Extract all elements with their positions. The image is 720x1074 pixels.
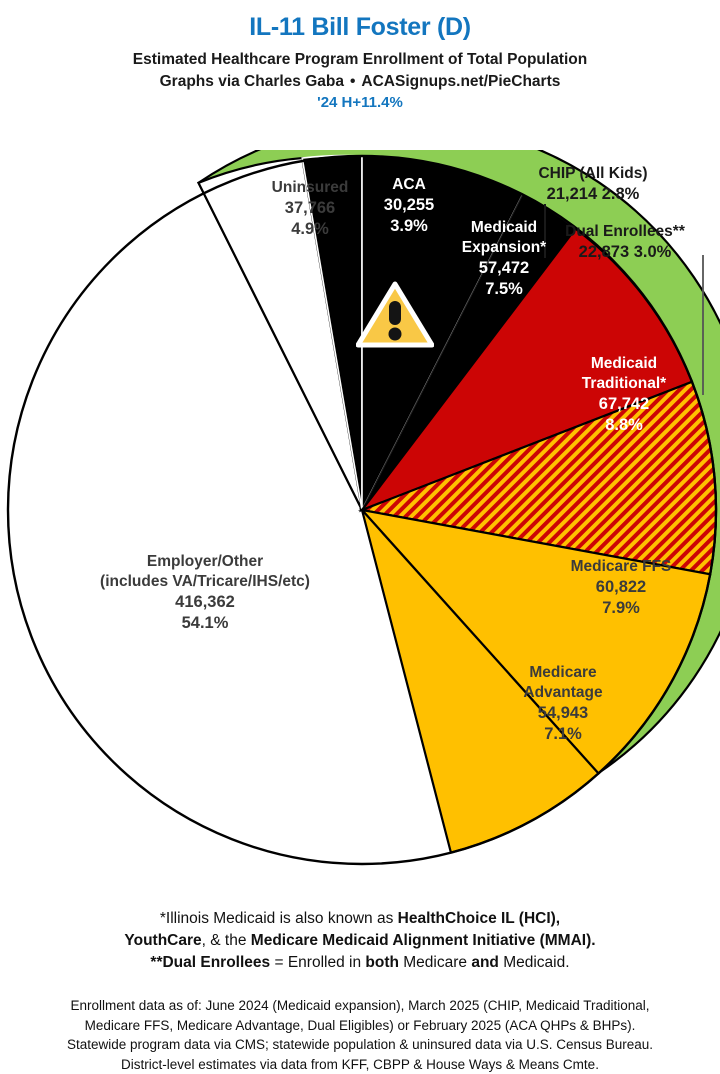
slice-label-medicaid-expansion: Medicaid Expansion* 57,472 7.5% <box>440 218 568 300</box>
slice-name-line-1: Medicaid <box>470 219 538 236</box>
slice-name-line-2: Expansion* <box>461 238 547 256</box>
chart-subtitle: Estimated Healthcare Program Enrollment … <box>132 50 588 68</box>
pie-outline <box>6 154 718 866</box>
source-line-3: Statewide program data via CMS; statewid… <box>66 1037 654 1053</box>
footnote-emphasis: YouthCare <box>124 932 202 949</box>
slice-value: 30,255 <box>383 195 435 214</box>
slice-name: Uninsured <box>271 179 349 196</box>
slice-name: Medicare FFS <box>570 558 672 575</box>
footnote-text: Medicaid. <box>498 954 570 971</box>
footnote-line-1: *Illinois Medicaid is also known as Heal… <box>0 908 720 930</box>
footnote-emphasis: Medicare Medicaid Alignment Initiative (… <box>250 932 596 949</box>
pie-chart <box>0 150 720 890</box>
footnote-line-3: **Dual Enrollees = Enrolled in both Medi… <box>0 952 720 974</box>
footnote-line-2: YouthCare, & the Medicare Medicaid Align… <box>0 930 720 952</box>
slice-percent: 4.9% <box>291 219 329 238</box>
page-title: IL-11 Bill Foster (D) <box>249 13 471 41</box>
footnote-emphasis: HealthChoice IL (HCI), <box>397 910 561 927</box>
slice-label-medicaid-traditional: Medicaid Traditional* 67,742 8.8% <box>548 354 700 436</box>
warning-triangle-icon <box>356 281 434 348</box>
footnote-text: = Enrolled in <box>270 954 366 971</box>
slice-percent: 54.1% <box>181 613 229 632</box>
slice-name-line-2: Advantage <box>523 683 603 701</box>
footnote-text: Medicare <box>398 954 472 971</box>
footnote-emphasis: both <box>365 954 399 971</box>
source-line-4: District-level estimates via data from K… <box>121 1056 599 1072</box>
slice-percent: 7.5% <box>485 279 523 298</box>
slice-name-line-1: Medicaid <box>590 355 658 372</box>
sources-note: Enrollment data as of: June 2024 (Medica… <box>0 996 720 1074</box>
slice-name-line-2: (includes VA/Tricare/IHS/etc) <box>100 572 310 590</box>
slice-value-percent: 22,873 3.0% <box>578 242 672 261</box>
partisan-lean-badge: '24 H+11.4% <box>317 94 403 112</box>
slice-label-employer-other: Employer/Other (includes VA/Tricare/IHS/… <box>50 552 360 634</box>
slice-value: 67,742 <box>598 394 650 413</box>
slice-label-uninsured: Uninsured 37,766 4.9% <box>245 178 375 240</box>
footnote-text: , & the <box>201 932 251 949</box>
slice-name-line-2: Traditional* <box>581 374 667 392</box>
slice-name: CHIP (All Kids) <box>538 165 648 182</box>
slice-label-chip: CHIP (All Kids) 21,214 2.8% <box>508 164 678 205</box>
source-line-2: Medicare FFS, Medicare Advantage, Dual E… <box>84 1017 636 1033</box>
chart-header: IL-11 Bill Foster (D) Estimated Healthca… <box>0 0 720 111</box>
bullet-separator: • <box>349 72 356 90</box>
chart-attribution: Graphs via Charles Gaba • ACASignups.net/P… <box>0 72 720 91</box>
slice-percent: 7.1% <box>544 724 582 743</box>
footnote-text: *Illinois Medicaid is also known as <box>159 910 398 927</box>
slice-label-aca: ACA 30,255 3.9% <box>362 175 456 237</box>
slice-name: Dual Enrollees** <box>565 223 685 240</box>
footnotes: *Illinois Medicaid is also known as Heal… <box>0 908 720 974</box>
slice-value: 60,822 <box>595 577 647 596</box>
slice-percent: 3.9% <box>390 216 428 235</box>
slice-label-dual-enrollees: Dual Enrollees** 22,873 3.0% <box>532 222 718 263</box>
slice-name: ACA <box>392 176 426 193</box>
slice-label-medicare-ffs: Medicare FFS 60,822 7.9% <box>536 557 706 619</box>
footnote-emphasis: **Dual Enrollees <box>150 954 271 971</box>
slice-value-percent: 21,214 2.8% <box>546 184 640 203</box>
pie-chart-svg <box>6 150 720 866</box>
slice-value: 416,362 <box>175 592 235 611</box>
slice-label-medicare-advantage: Medicare Advantage 54,943 7.1% <box>496 663 630 745</box>
slice-percent: 7.9% <box>602 598 640 617</box>
attribution-site[interactable]: ACASignups.net/PieCharts <box>361 72 561 90</box>
slice-name-line-1: Medicare <box>529 664 597 681</box>
slice-value: 37,766 <box>284 198 336 217</box>
slice-name-line-1: Employer/Other <box>146 553 264 570</box>
source-line-1: Enrollment data as of: June 2024 (Medica… <box>70 998 650 1013</box>
slice-value: 54,943 <box>537 703 589 722</box>
attribution-author: Graphs via Charles Gaba <box>159 72 344 90</box>
slice-percent: 8.8% <box>605 415 643 434</box>
slice-value: 57,472 <box>478 258 530 277</box>
footnote-emphasis: and <box>471 954 499 971</box>
